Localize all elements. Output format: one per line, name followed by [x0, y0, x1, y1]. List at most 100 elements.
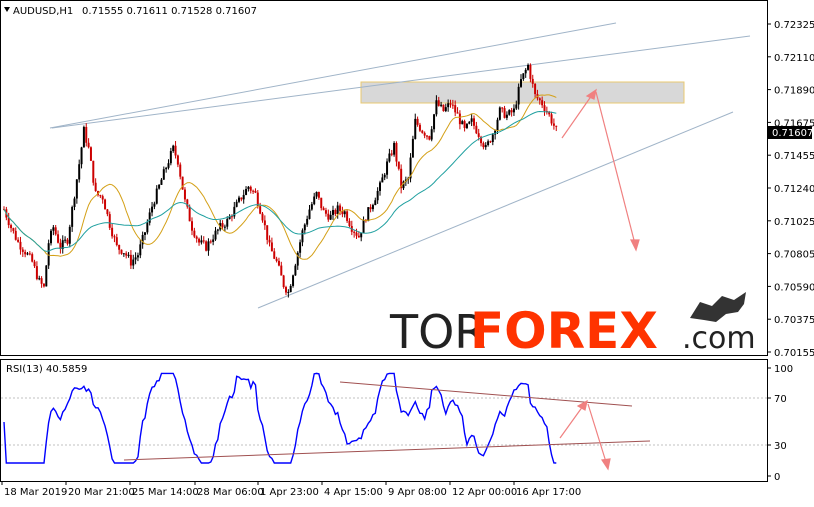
candle-body [179, 164, 182, 177]
rsi-arrowhead-down [600, 458, 611, 471]
candle-body [505, 114, 508, 118]
candle-body [289, 285, 292, 292]
candle-body [449, 103, 452, 105]
candle-body [491, 134, 494, 143]
rsi-label: RSI(13) 40.5859 [6, 364, 87, 375]
candle-body [216, 229, 219, 231]
candle-body [332, 209, 334, 215]
time-tick-label: 1 Apr 23:00 [260, 487, 319, 498]
rsi-forecast-down [587, 403, 607, 463]
candle-body [92, 160, 95, 183]
candle-body [85, 126, 88, 143]
candle-body [395, 142, 398, 162]
candle-body [191, 221, 193, 231]
candle-body [14, 230, 17, 240]
time-tick-label: 20 Mar 21:00 [68, 487, 135, 498]
candle-body [524, 69, 527, 74]
rsi-tick-label: 70 [774, 394, 787, 405]
candle-body [252, 190, 255, 192]
price-tick-label: 0.72110 [774, 53, 814, 64]
candle-body [66, 239, 69, 244]
rsi-trendlines [123, 381, 651, 461]
candle-body [308, 209, 311, 219]
candle-body [94, 182, 97, 192]
candle-body [320, 197, 323, 209]
rsi-tick-label: 100 [774, 364, 793, 375]
candle-body [238, 197, 240, 202]
candle-body [71, 207, 74, 227]
candle-body [181, 176, 184, 190]
forecast-arrow-down [595, 91, 636, 245]
candle-body [80, 147, 83, 165]
candle-body [477, 133, 480, 137]
candle-body [198, 238, 201, 243]
candle-body [212, 239, 215, 242]
candle-body [47, 243, 50, 266]
candle-body [473, 118, 475, 126]
candle-body [397, 161, 400, 169]
candle-body [512, 108, 515, 113]
price-tick-label: 0.71890 [774, 86, 814, 97]
candle-body [233, 206, 236, 217]
time-tick-label: 25 Mar 14:00 [132, 487, 199, 498]
candle-body [423, 132, 426, 136]
candle-body [402, 181, 405, 189]
candle-body [256, 192, 259, 207]
current-price-box [768, 126, 812, 139]
candle-body [355, 232, 358, 236]
candle-body [33, 261, 36, 267]
candle-body [247, 186, 250, 189]
candle-body [270, 242, 273, 252]
candle-body [468, 121, 471, 124]
candle-body [174, 145, 177, 156]
candle-body [317, 191, 320, 198]
price-tick-label: 0.71675 [774, 118, 814, 129]
candle-body [40, 278, 43, 284]
candle-body [193, 230, 196, 237]
candle-body [240, 197, 243, 200]
candle-body [19, 241, 22, 250]
candle-body [153, 203, 156, 207]
candle-body [339, 205, 342, 211]
candle-body [418, 124, 421, 131]
candle-body [139, 244, 142, 256]
candle-body [10, 225, 13, 229]
candle-body [75, 179, 78, 199]
candle-body [430, 129, 433, 140]
candle-body [12, 228, 15, 231]
ohlc-values: 0.71555 0.71611 0.71528 0.71607 [82, 6, 257, 17]
rsi-forecast-arrows [559, 399, 611, 471]
rsi-tick-label: 30 [774, 441, 787, 452]
candle-body [78, 164, 81, 180]
candle-body [437, 100, 440, 106]
candle-body [282, 275, 285, 288]
candle-body [87, 142, 90, 148]
candle-body [223, 226, 226, 228]
candle-body [141, 234, 144, 245]
candle-body [24, 251, 27, 255]
candle-body [348, 220, 351, 226]
candle-body [61, 240, 64, 250]
candle-body [165, 167, 168, 170]
price-tick-label: 0.72325 [774, 20, 814, 31]
candle-body [280, 265, 283, 276]
bull-logo-icon [690, 292, 746, 322]
candle-body [89, 147, 92, 161]
resistance-zone [360, 81, 685, 104]
candle-body [461, 121, 464, 125]
price-tick-label: 0.70155 [774, 348, 814, 359]
candle-body [57, 234, 60, 243]
candle-body [132, 259, 135, 266]
candle-body [230, 216, 233, 218]
dropdown-triangle-icon[interactable] [4, 7, 10, 12]
candle-body [510, 110, 513, 113]
channel-mid-line [49, 22, 617, 129]
price-tick-label: 0.71240 [774, 184, 814, 195]
forecast-arrows [561, 88, 640, 252]
candle-body [111, 227, 114, 237]
candle-body [158, 184, 161, 189]
candle-body [266, 225, 269, 240]
candle-body [494, 130, 497, 135]
candle-body [7, 217, 10, 226]
candle-body [353, 231, 356, 233]
